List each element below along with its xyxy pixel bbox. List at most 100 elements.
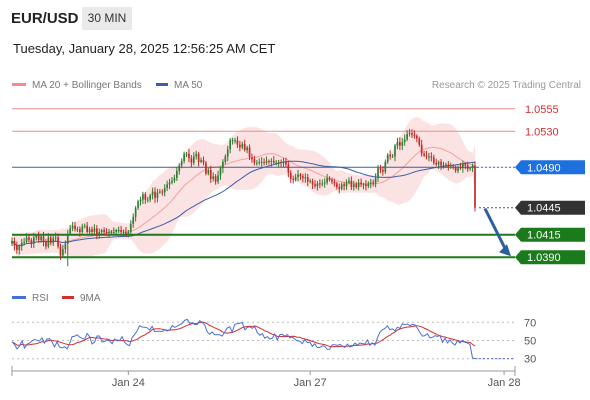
- rsi-layer: 70 50 30: [11, 317, 536, 366]
- candle-body: [268, 160, 270, 162]
- candle-body: [20, 242, 23, 247]
- candle-body: [401, 142, 404, 146]
- candle-body: [202, 160, 205, 163]
- candle-body: [270, 160, 273, 162]
- candle-body: [263, 161, 265, 163]
- ma50-line: [11, 160, 476, 247]
- candle-body: [47, 237, 50, 247]
- candle-body: [411, 133, 413, 135]
- candle-body: [88, 229, 91, 233]
- candle-body: [132, 216, 135, 224]
- candles-layer: [11, 128, 511, 267]
- candle-body: [59, 246, 62, 256]
- candle-body: [396, 142, 399, 146]
- candle-body: [272, 160, 275, 163]
- candle-body: [13, 241, 16, 246]
- current-price-label: 1.0445: [527, 203, 561, 215]
- legend-ma20: MA 20 + Bollinger Bands: [12, 80, 142, 91]
- candle-body: [326, 178, 328, 183]
- candle-body: [323, 182, 326, 184]
- candle-body: [440, 161, 442, 166]
- candle-body: [389, 154, 392, 157]
- candle-body: [212, 176, 215, 179]
- copyright-text: Research © 2025 Trading Central: [431, 80, 581, 91]
- candle-body: [413, 134, 416, 136]
- resistance-label: 1.0530: [525, 126, 559, 138]
- candle-body: [415, 135, 418, 139]
- candle-body: [309, 180, 312, 182]
- candle-body: [100, 230, 103, 233]
- candle-body: [302, 176, 304, 179]
- candle-body: [81, 226, 84, 233]
- candle-body: [469, 168, 472, 170]
- ma20-swatch: [12, 82, 26, 86]
- candle-body: [457, 167, 459, 171]
- candle-body: [248, 147, 251, 158]
- candle-body: [466, 165, 469, 170]
- candle-body: [18, 246, 21, 251]
- candle-body: [37, 235, 40, 241]
- candle-body: [149, 195, 152, 200]
- candle-body: [437, 161, 440, 165]
- candle-body: [377, 168, 379, 179]
- candle-body: [432, 157, 435, 163]
- legend-rsi: RSI: [12, 293, 49, 304]
- candle-body: [299, 174, 302, 177]
- rsi-line: [11, 318, 476, 360]
- candle-body: [423, 153, 425, 156]
- candle-body: [394, 145, 396, 157]
- candle-body: [25, 237, 28, 242]
- price-tags-layer: 1.0555 1.0530 1.0490 1.0445 1.0415 1.0390: [515, 104, 585, 265]
- time-axis-layer: Jan 24 Jan 27 Jan 28: [11, 366, 521, 389]
- current-price-tag: [515, 200, 585, 215]
- candle-body: [139, 199, 142, 202]
- candle-body: [64, 243, 67, 250]
- candle-body: [144, 194, 147, 200]
- chart-header: EUR/USD 30 MIN: [0, 0, 590, 38]
- candle-body: [333, 181, 336, 184]
- candle-body: [209, 169, 212, 179]
- candle-body: [166, 184, 168, 188]
- candle-body: [316, 183, 319, 187]
- candle-body: [122, 232, 125, 234]
- candle-body: [146, 199, 149, 201]
- candle-body: [120, 230, 122, 233]
- candle-body: [62, 249, 64, 256]
- instrument-title: EUR/USD: [11, 10, 79, 27]
- time-tick-label: Jan 28: [488, 377, 521, 389]
- candle-body: [420, 144, 423, 154]
- timeframe-button[interactable]: 30 MIN: [82, 7, 132, 30]
- candle-body: [340, 184, 343, 189]
- candle-body: [69, 228, 72, 234]
- support-tag: [515, 250, 585, 265]
- candle-body: [171, 180, 173, 183]
- candle-body: [352, 184, 355, 188]
- candle-body: [306, 177, 309, 182]
- candle-body: [86, 225, 88, 233]
- candle-body: [35, 235, 38, 238]
- candle-body: [418, 138, 421, 145]
- candle-body: [222, 161, 224, 169]
- candle-body: [406, 133, 408, 140]
- candle-body: [134, 207, 137, 217]
- candle-body: [159, 191, 161, 193]
- candle-body: [445, 164, 447, 167]
- candle-body: [23, 241, 25, 243]
- candle-body: [98, 232, 101, 235]
- candle-body: [93, 228, 96, 233]
- candle-body: [435, 162, 438, 165]
- candle-body: [195, 153, 198, 157]
- candle-body: [66, 233, 69, 244]
- candle-body: [287, 164, 290, 173]
- candle-body: [452, 166, 455, 168]
- candle-body: [246, 147, 248, 151]
- candle-body: [74, 225, 76, 230]
- candle-body: [260, 161, 263, 163]
- candle-body: [255, 162, 258, 164]
- candle-body: [430, 156, 433, 158]
- pivot-label: 1.0490: [527, 162, 561, 174]
- bollinger-layer: [11, 116, 476, 258]
- candle-body: [243, 143, 246, 151]
- candle-body: [108, 232, 110, 234]
